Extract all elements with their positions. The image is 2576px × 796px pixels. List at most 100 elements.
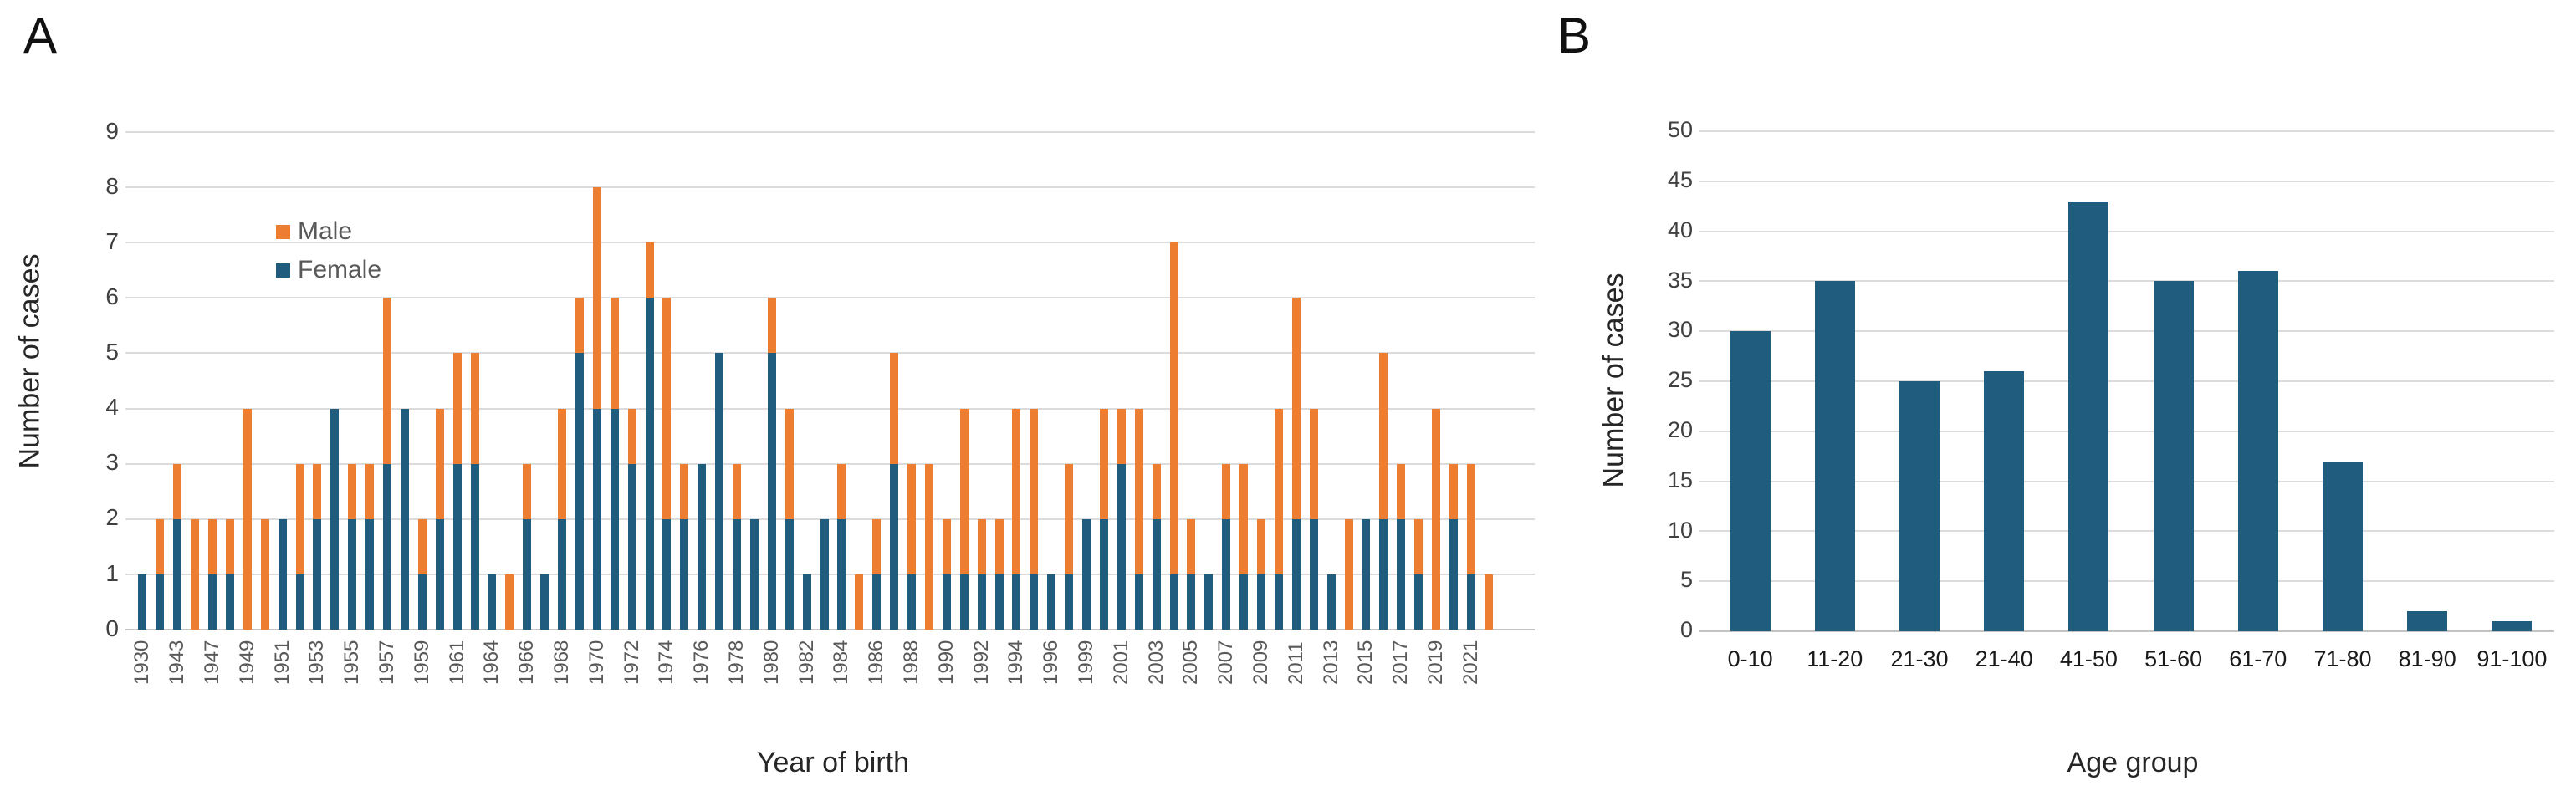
bar-1959-female (417, 574, 427, 630)
bar-1992-male (977, 518, 986, 574)
bar-1996-female (1047, 574, 1056, 630)
bar-1980-male (767, 298, 776, 354)
x-tick-label-1999: 1999 (1075, 640, 1098, 685)
bar-idx28-female (610, 408, 619, 630)
bar-idx8-male (260, 518, 269, 630)
bar-1978-female (733, 518, 742, 630)
bar-idx62-female (1204, 574, 1214, 630)
bar-1970-female (592, 408, 601, 630)
x-tick-label-51-60: 51-60 (2144, 646, 2203, 671)
bar-1994-male (1012, 408, 1021, 574)
legend-label-female: Female (298, 256, 382, 283)
x-tick-label-1994: 1994 (1004, 640, 1028, 685)
y-tick-label-15: 15 (1667, 467, 1693, 492)
bar-idx6-male (225, 518, 234, 574)
bar-1964-female (488, 574, 497, 630)
x-tick-label-1982: 1982 (795, 640, 818, 685)
bar-idx78-male (1484, 574, 1493, 630)
gridline-y-40 (1699, 230, 2554, 232)
y-tick-label-5: 5 (105, 339, 119, 365)
bar-idx30-female (645, 298, 654, 630)
y-tick-label-1: 1 (105, 559, 119, 586)
bar-1968-female (558, 518, 567, 630)
panel-b: B Number of cases Age group 0 5 10 15 20 25 30… (1547, 0, 2576, 796)
gridline-y-50 (1699, 130, 2554, 132)
gridline-y-20 (1699, 430, 2554, 432)
bar-2019-male (1432, 408, 1441, 630)
bar-idx56-male (1099, 408, 1108, 519)
bar-idx28-male (610, 298, 619, 409)
bar-1951-female (278, 518, 287, 630)
y-tick-label-0: 0 (105, 615, 119, 641)
y-tick-label-35: 35 (1667, 267, 1693, 293)
gridline-y-25 (1699, 380, 2554, 382)
bar-idx4-male (191, 518, 200, 630)
gridline-y-6 (125, 297, 1535, 299)
y-tick-label-2: 2 (105, 504, 119, 531)
bar-1943-male (173, 463, 182, 519)
gridline-y-35 (1699, 280, 2554, 283)
gridline-y-9 (125, 131, 1535, 133)
bar-2001-female (1117, 463, 1126, 630)
y-tick-label-30: 30 (1667, 317, 1693, 343)
bar-idx32-female (680, 518, 689, 630)
x-tick-label-1955: 1955 (340, 640, 364, 685)
x-tick-label-2015: 2015 (1354, 640, 1377, 685)
bar-idx44-female (890, 463, 899, 630)
x-tick-label-2019: 2019 (1424, 640, 1448, 685)
bar-1966-male (523, 463, 532, 519)
bar-1955-female (348, 518, 357, 630)
bar-idx20-female (470, 463, 479, 630)
x-tick-label-91-100: 91-100 (2476, 646, 2548, 671)
bar-idx68-female (1309, 518, 1318, 630)
bar-0-10-cases (1730, 331, 1771, 631)
bar-1953-female (313, 518, 322, 630)
bar-idx12-female (330, 408, 340, 630)
panel-b-label: B (1557, 8, 1592, 64)
y-tick-label-50: 50 (1667, 117, 1693, 143)
bar-1966-female (523, 518, 532, 630)
bar-1955-male (348, 463, 357, 519)
bar-1957-male (383, 298, 392, 464)
x-tick-label-2013: 2013 (1319, 640, 1342, 685)
x-axis-line (125, 629, 1535, 630)
x-tick-label-1947: 1947 (201, 640, 224, 685)
bar-1947-female (208, 574, 217, 630)
bar-idx48-male (959, 408, 969, 574)
bar-1930-female (138, 574, 147, 630)
x-tick-label-71-80: 71-80 (2313, 646, 2372, 671)
bar-2009-female (1257, 574, 1266, 630)
bar-idx26-male (575, 298, 584, 354)
bar-2015-female (1362, 518, 1371, 630)
x-tick-label-2009: 2009 (1250, 640, 1273, 685)
bar-idx76-male (1449, 463, 1458, 519)
bar-idx74-female (1414, 574, 1423, 630)
x-tick-label-1970: 1970 (585, 640, 608, 685)
bar-idx52-male (1030, 408, 1039, 574)
panel-b-x-axis-title: Age group (2067, 747, 2199, 778)
bar-idx34-female (715, 353, 724, 630)
gridline-y-4 (125, 407, 1535, 410)
x-tick-label-1930: 1930 (130, 640, 154, 685)
bar-idx70-male (1344, 518, 1353, 630)
gridline-y-8 (125, 186, 1535, 189)
bar-1984-male (837, 463, 846, 519)
bar-idx44-male (890, 353, 899, 464)
bar-idx50-female (994, 574, 1004, 630)
panel-a-legend: Male Female (276, 219, 381, 296)
x-tick-label-1996: 1996 (1040, 640, 1063, 685)
x-tick-label-1966: 1966 (515, 640, 539, 685)
panel-a-label: A (23, 8, 59, 64)
legend-item-male: Male (276, 219, 381, 244)
bar-idx22-male (505, 574, 514, 630)
bar-idx2-male (156, 518, 165, 574)
bar-2009-male (1257, 518, 1266, 574)
x-tick-label-1978: 1978 (725, 640, 749, 685)
bar-idx38-male (785, 408, 794, 519)
x-tick-label-21-40: 21-40 (1975, 646, 2033, 671)
x-tick-label-1972: 1972 (620, 640, 643, 685)
bar-2007-male (1222, 463, 1231, 519)
bar-1986-female (872, 574, 882, 630)
bar-21-30-cases (1899, 381, 1940, 631)
